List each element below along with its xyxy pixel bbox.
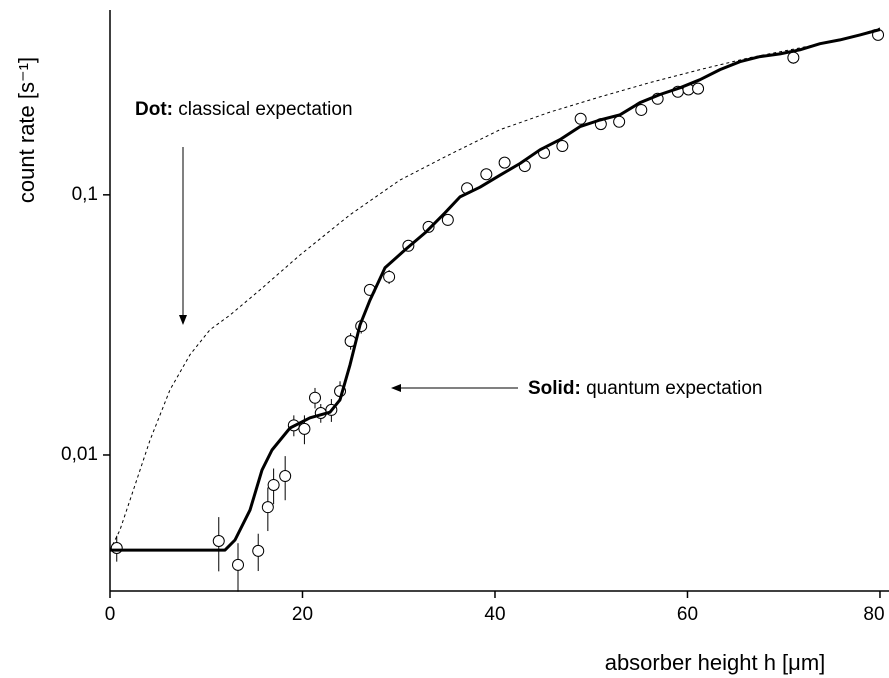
annotation-bold: Dot:: [135, 99, 173, 120]
data-point: [279, 470, 292, 483]
data-point: [787, 51, 800, 64]
x-tick-label: 40: [484, 604, 505, 625]
x-tick-label: 60: [677, 604, 698, 625]
data-point: [613, 115, 626, 128]
data-point: [498, 156, 511, 169]
data-point: [267, 478, 280, 491]
x-tick-label: 20: [292, 604, 313, 625]
annotation: Dot: classical expectation: [135, 99, 353, 120]
x-tick-label: 80: [863, 604, 884, 625]
data-point: [298, 422, 311, 435]
annotation: Solid: quantum expectation: [528, 378, 762, 399]
data-point: [574, 112, 587, 125]
data-point: [556, 140, 569, 153]
y-tick-label: 0,1: [72, 184, 98, 205]
annotation-text: quantum expectation: [586, 378, 762, 399]
data-point: [480, 168, 493, 181]
data-point: [252, 544, 265, 557]
data-point: [309, 391, 322, 404]
data-point: [441, 213, 454, 226]
x-tick-label: 0: [105, 604, 116, 625]
dotted-curve: [109, 27, 881, 551]
data-point: [261, 501, 274, 514]
data-point: [383, 270, 396, 283]
annotation-text: classical expectation: [178, 99, 352, 120]
solid-curve: [110, 28, 881, 552]
annotation-bold: Solid:: [528, 378, 581, 399]
data-point: [212, 535, 225, 548]
data-point: [422, 220, 435, 233]
data-point: [692, 82, 705, 95]
y-tick-label: 0,01: [61, 444, 98, 465]
data-point: [232, 558, 245, 571]
data-point: [635, 103, 648, 116]
y-axis-label: count rate [s⁻¹]: [14, 57, 39, 203]
x-axis-label: absorber height h [μm]: [605, 650, 826, 675]
